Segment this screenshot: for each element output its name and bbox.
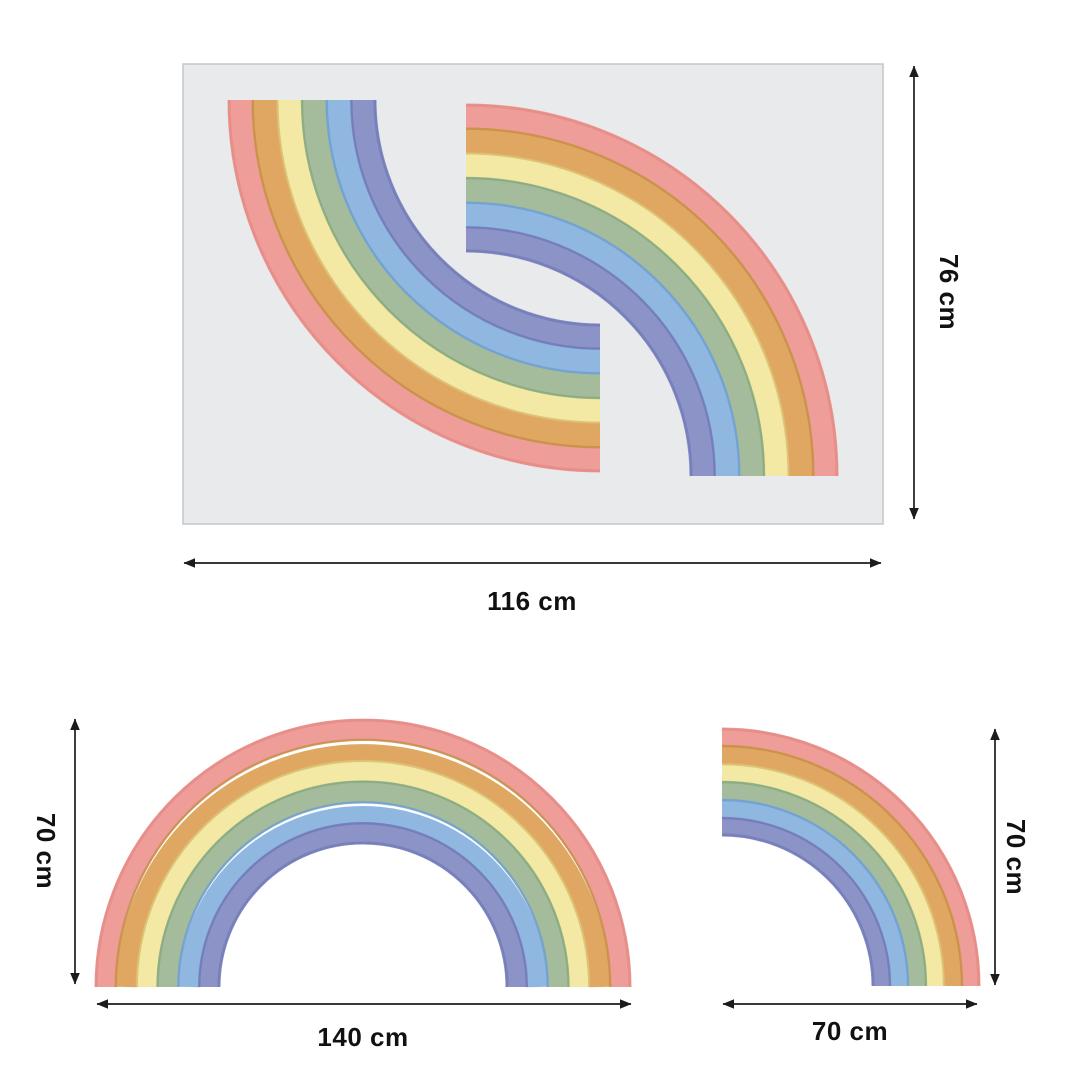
band-boundary-green-blue	[177, 801, 549, 988]
dimension-label-sheet-height: 76 cm	[934, 254, 964, 330]
band-boundary-green-blue	[721, 798, 910, 987]
band-outer-rim	[721, 728, 980, 987]
rainbow-band-blue	[177, 805, 549, 988]
band-boundary-blue-purple	[350, 99, 601, 350]
rainbow-band-orange	[252, 99, 601, 448]
band-boundary-green-blue	[325, 99, 601, 375]
rainbow-band-green	[156, 781, 570, 988]
rainbow-band-purple	[198, 822, 528, 988]
rainbow-band-blue	[326, 99, 601, 374]
rainbow-band-red	[227, 99, 601, 473]
rainbow-band-purple	[350, 99, 601, 350]
rainbow-band-green	[301, 99, 601, 399]
rainbow-band-blue	[721, 799, 909, 987]
rainbow-band-red	[721, 727, 981, 987]
band-boundary-red-orange	[465, 127, 815, 477]
dimension-label-full-rainbow-height: 70 cm	[31, 813, 61, 889]
band-boundary-orange-yellow	[135, 759, 591, 988]
band-outer-rim	[465, 104, 838, 477]
rainbow-band-red	[465, 103, 839, 477]
band-boundary-blue-purple	[198, 822, 528, 988]
rainbow-band-purple	[721, 817, 891, 987]
band-inner-rim	[217, 841, 509, 988]
rainbow-band-yellow	[465, 152, 790, 477]
band-boundary-red-orange	[251, 99, 601, 449]
rainbow-band-yellow	[721, 763, 945, 987]
band-boundary-orange-yellow	[276, 99, 601, 424]
band-boundary-yellow-green	[300, 99, 601, 400]
rainbow-band-blue	[465, 202, 740, 477]
band-boundary-blue-purple	[721, 816, 892, 987]
rainbow-band-purple	[465, 226, 716, 477]
rainbow-band-yellow	[276, 99, 601, 424]
band-boundary-red-orange	[721, 744, 964, 987]
rainbow-piece-sheet-left-half	[227, 99, 601, 473]
band-outer-rim	[228, 99, 601, 472]
rainbow-band-green	[465, 177, 765, 477]
rainbow-band-yellow	[136, 760, 590, 988]
band-boundary-red-orange	[114, 738, 612, 988]
rainbow-piece-half	[721, 727, 981, 987]
rainbow-band-orange	[115, 744, 611, 988]
dimension-label-sheet-width: 116 cm	[487, 586, 577, 616]
rainbow-band-green	[721, 781, 927, 987]
dimension-label-full-rainbow-width: 140 cm	[317, 1022, 408, 1052]
rainbow-band-red	[94, 718, 632, 988]
rainbow-piece-sheet-right-half	[465, 103, 839, 477]
band-inner-rim	[465, 249, 693, 477]
band-boundary-yellow-green	[721, 780, 928, 987]
band-inner-rim	[721, 833, 875, 987]
band-inner-rim	[373, 99, 601, 327]
band-boundary-orange-yellow	[721, 762, 946, 987]
dimension-label-half-rainbow-width: 70 cm	[812, 1016, 888, 1046]
rainbow-piece-full	[94, 718, 632, 988]
rainbow-band-orange	[465, 128, 814, 477]
rainbow-band-orange	[721, 745, 963, 987]
band-boundary-orange-yellow	[465, 152, 790, 477]
band-boundary-yellow-green	[465, 176, 766, 477]
band-boundary-blue-purple	[465, 226, 716, 477]
band-outer-rim	[95, 719, 631, 988]
dimension-label-half-rainbow-height: 70 cm	[1001, 819, 1031, 895]
band-boundary-green-blue	[465, 201, 741, 477]
band-boundary-yellow-green	[156, 780, 570, 988]
